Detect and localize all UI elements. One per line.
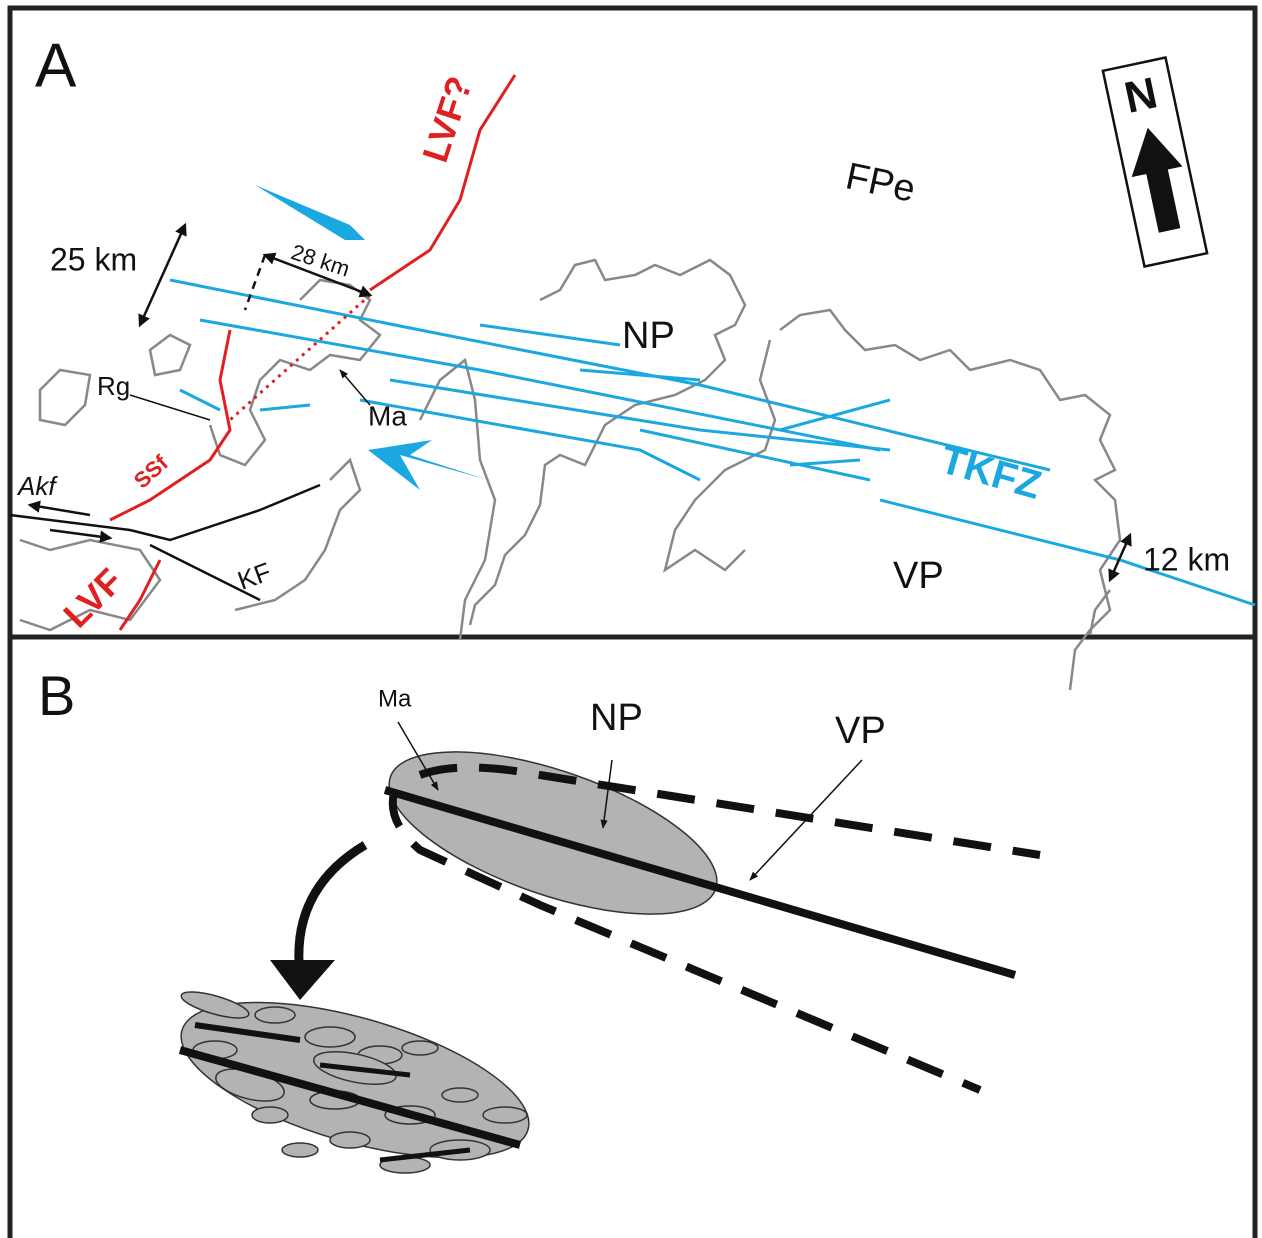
region-label: NP — [622, 315, 675, 357]
shear-arrow-lower — [368, 440, 488, 490]
transform-arrow — [299, 845, 365, 975]
fault-label: TKFZ — [935, 437, 1045, 507]
place-label: Rg — [97, 371, 130, 401]
transform-arrow-head — [270, 960, 335, 1000]
distance-label: 12 km — [1143, 541, 1230, 577]
panel-a: A N FPe LVF? 25 km 28 km NP Rg Ma TKFZ S… — [10, 31, 1255, 690]
fault-label: LVF? — [414, 71, 480, 167]
fault-label: Akf — [16, 471, 58, 501]
panel-label: B — [38, 664, 75, 727]
panel-label: A — [35, 31, 77, 100]
figure: A N FPe LVF? 25 km 28 km NP Rg Ma TKFZ S… — [0, 0, 1262, 1238]
shear-arrow-upper — [255, 185, 365, 240]
fault-label: LVF — [55, 560, 130, 635]
region-label: VP — [835, 710, 886, 752]
distance-label: 25 km — [50, 241, 137, 277]
fragmented-ellipse — [165, 971, 545, 1189]
region-label: NP — [590, 697, 643, 739]
fault-label: SSf — [129, 450, 173, 494]
place-label: Ma — [378, 685, 412, 712]
north-arrow: N — [1103, 58, 1207, 267]
place-label: Ma — [368, 400, 407, 431]
region-label: FPe — [842, 155, 919, 211]
fault-zone — [385, 768, 1040, 1091]
panel-b: B Ma NP VP — [38, 664, 1040, 1189]
region-label: VP — [893, 555, 944, 597]
